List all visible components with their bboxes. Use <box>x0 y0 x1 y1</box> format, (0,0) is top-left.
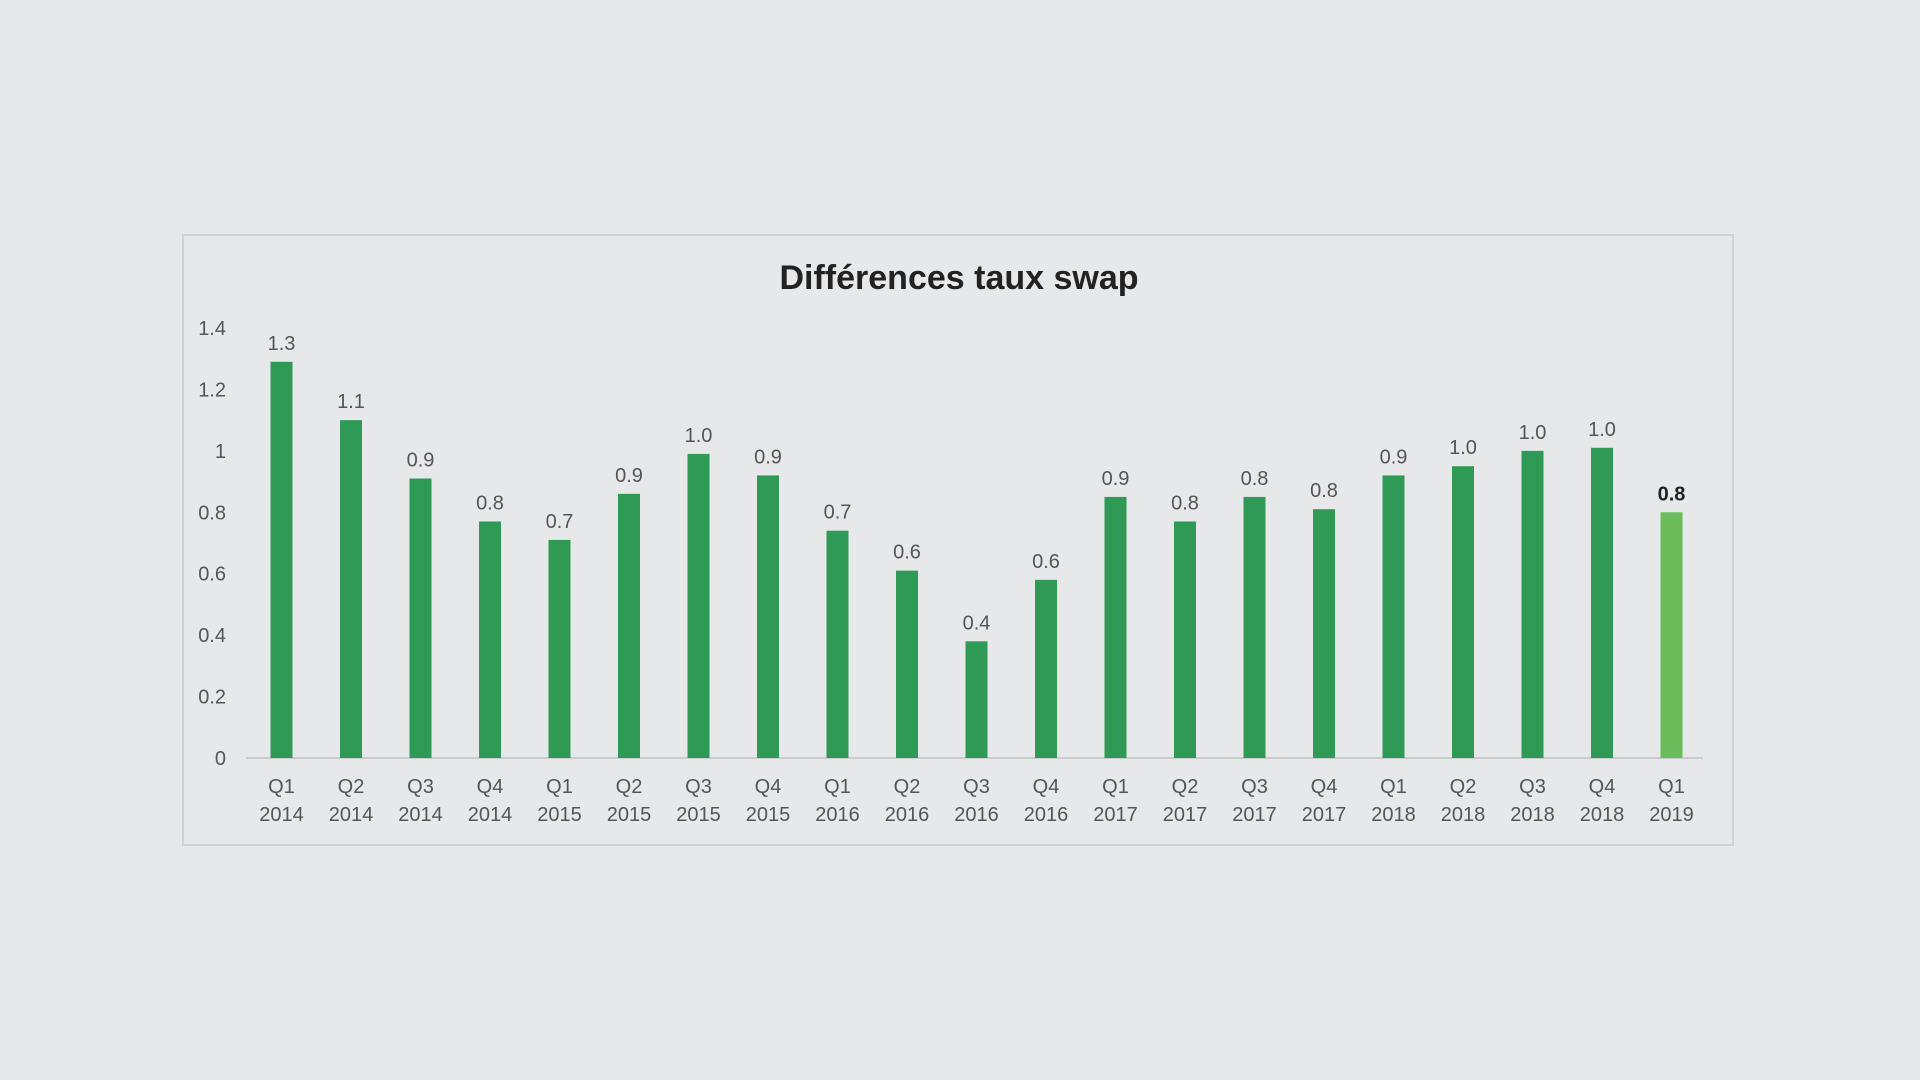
x-tick-quarter: Q3 <box>685 776 712 798</box>
x-tick-year: 2016 <box>954 804 999 826</box>
bar <box>1174 521 1196 758</box>
x-axis-ticks: Q1 2014 Q2 2014 Q3 2014 Q4 2014 Q1 2015 Q2 2015 Q3 20… <box>259 776 1694 826</box>
data-labels: 1.3 1.1 0.9 0.8 0.7 0.9 1.0 0.9 0.7 0.6 0.4 0.6 0.9 0… <box>268 333 1686 635</box>
data-label: 1.1 <box>337 391 365 413</box>
data-label: 0.8 <box>1310 480 1338 502</box>
bar <box>896 570 918 758</box>
x-tick-year: 2018 <box>1371 804 1416 826</box>
x-tick-year: 2014 <box>259 804 304 826</box>
x-tick-year: 2016 <box>1024 804 1069 826</box>
bar <box>618 493 640 758</box>
x-tick-year: 2018 <box>1510 804 1555 826</box>
x-tick-year: 2018 <box>1441 804 1486 826</box>
x-tick-quarter: Q1 <box>1380 776 1407 798</box>
bar <box>757 475 779 758</box>
x-tick-quarter: Q4 <box>1033 776 1060 798</box>
x-tick-year: 2017 <box>1232 804 1277 826</box>
y-tick-label: 0.8 <box>198 502 226 524</box>
x-tick-year: 2015 <box>676 804 721 826</box>
x-tick-quarter: Q1 <box>546 776 573 798</box>
data-label: 1.3 <box>268 333 296 355</box>
bar <box>409 478 432 758</box>
y-tick-label: 1.2 <box>198 379 226 401</box>
bar <box>1035 579 1057 758</box>
data-label: 0.4 <box>963 612 991 634</box>
x-tick-year: 2016 <box>815 804 860 826</box>
bar <box>1313 509 1335 758</box>
x-tick-year: 2015 <box>607 804 652 826</box>
y-tick-label: 0.6 <box>198 564 226 586</box>
x-tick-year: 2015 <box>746 804 791 826</box>
y-tick-label: 0.2 <box>198 687 226 709</box>
bar <box>687 453 710 758</box>
x-tick-quarter: Q1 <box>1658 776 1685 798</box>
chart-title: Différences taux swap <box>779 259 1138 297</box>
bars <box>270 361 1683 758</box>
data-label: 0.8 <box>1171 493 1199 515</box>
data-label: 0.7 <box>824 502 852 524</box>
data-label: 0.6 <box>1032 551 1060 573</box>
data-label: 0.9 <box>1102 468 1130 490</box>
x-tick-quarter: Q4 <box>755 776 782 798</box>
data-label: 0.7 <box>546 511 574 533</box>
data-label: 1.0 <box>1588 419 1616 441</box>
x-tick-quarter: Q3 <box>1241 776 1268 798</box>
x-tick-year: 2017 <box>1163 804 1208 826</box>
bar <box>826 530 849 758</box>
x-tick-quarter: Q1 <box>268 776 295 798</box>
x-tick-quarter: Q1 <box>1102 776 1129 798</box>
y-tick-label: 0 <box>215 748 226 770</box>
y-tick-label: 1 <box>215 441 226 463</box>
bar <box>479 521 501 758</box>
bar <box>1243 496 1266 758</box>
x-tick-quarter: Q4 <box>1589 776 1616 798</box>
bar <box>548 539 571 758</box>
data-label: 1.0 <box>1519 422 1547 444</box>
x-tick-year: 2019 <box>1649 804 1694 826</box>
data-label: 0.9 <box>615 465 643 487</box>
bar <box>1521 450 1544 758</box>
chart-frame <box>182 234 1734 846</box>
data-label: 0.9 <box>754 446 782 468</box>
x-tick-quarter: Q2 <box>894 776 921 798</box>
data-label: 1.0 <box>1449 437 1477 459</box>
x-tick-quarter: Q2 <box>616 776 643 798</box>
data-label: 1.0 <box>685 425 713 447</box>
x-tick-quarter: Q4 <box>477 776 504 798</box>
bar <box>1591 447 1613 758</box>
x-tick-quarter: Q1 <box>824 776 851 798</box>
bar <box>340 420 362 758</box>
x-tick-quarter: Q3 <box>407 776 434 798</box>
x-tick-year: 2016 <box>885 804 930 826</box>
bar <box>965 641 988 758</box>
x-tick-year: 2018 <box>1580 804 1625 826</box>
bar <box>1452 466 1474 758</box>
x-tick-quarter: Q4 <box>1311 776 1338 798</box>
x-tick-year: 2014 <box>468 804 513 826</box>
y-tick-label: 0.4 <box>198 625 226 647</box>
bar <box>270 361 293 758</box>
x-tick-year: 2017 <box>1302 804 1347 826</box>
x-tick-year: 2014 <box>398 804 443 826</box>
data-label: 0.6 <box>893 542 921 564</box>
data-label: 0.9 <box>1380 446 1408 468</box>
x-tick-quarter: Q2 <box>1172 776 1199 798</box>
data-label: 0.8 <box>1241 468 1269 490</box>
y-tick-label: 1.4 <box>198 318 226 340</box>
y-axis-ticks: 0 0.2 0.4 0.6 0.8 1 1.2 1.4 <box>198 318 226 770</box>
x-tick-quarter: Q2 <box>338 776 365 798</box>
data-label: 0.8 <box>1658 483 1686 505</box>
data-label: 0.8 <box>476 493 504 515</box>
bar <box>1104 496 1127 758</box>
x-tick-year: 2017 <box>1093 804 1138 826</box>
x-tick-quarter: Q3 <box>963 776 990 798</box>
x-tick-quarter: Q2 <box>1450 776 1477 798</box>
bar <box>1382 475 1405 758</box>
x-tick-quarter: Q3 <box>1519 776 1546 798</box>
bar <box>1660 512 1683 758</box>
x-tick-year: 2015 <box>537 804 582 826</box>
x-tick-year: 2014 <box>329 804 374 826</box>
data-label: 0.9 <box>407 450 435 472</box>
